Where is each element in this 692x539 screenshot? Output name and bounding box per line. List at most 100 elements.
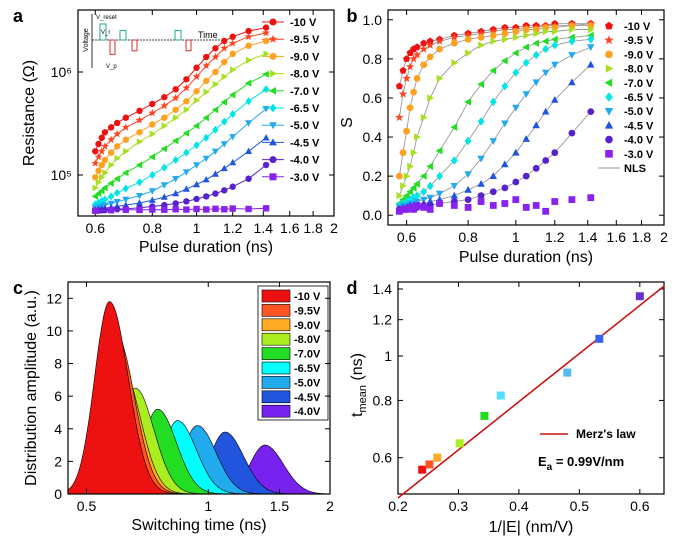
panel-a-data-point: [92, 207, 99, 214]
panel-a-data-point: [98, 161, 105, 169]
panel-b-data-point: [395, 172, 403, 180]
panel-a-data-point: [212, 68, 219, 76]
panel-a-data-point: [135, 116, 144, 124]
panel-a-data-point: [107, 124, 115, 131]
panel-c-x-tick-label: 0.5: [77, 498, 97, 514]
panel-b-data-point: [522, 58, 530, 67]
panel-b-data-point: [477, 33, 485, 41]
panel-a-data-point: [148, 188, 156, 195]
panel-a-data-point: [160, 193, 168, 200]
panel-b-legend-marker: [605, 135, 613, 144]
panel-a-data-point: [91, 159, 100, 167]
panel-a-data-point: [107, 207, 115, 214]
panel-b-data-point: [477, 198, 485, 205]
panel-b-data-point: [522, 172, 530, 180]
panel-a-inset-pulse-up: [174, 29, 182, 41]
panel-a-data-point: [193, 64, 200, 71]
panel-d-data-point: [496, 391, 505, 400]
panel-b-data-point: [413, 43, 421, 51]
panel-b-data-point: [501, 30, 509, 37]
panel-a-data-point: [136, 129, 143, 136]
panel-c-x-axis-label: Switching time (ns): [131, 517, 266, 534]
panel-b-legend-label: -4.0 V: [624, 135, 654, 147]
panel-d-y-tick-label: 0.8: [373, 392, 393, 408]
panel-a-data-point: [229, 50, 236, 58]
panel-a-plot-frame: [77, 9, 335, 217]
panel-b-data-point: [477, 80, 484, 88]
panel-b-data-point: [489, 188, 497, 196]
panel-a-data-point: [161, 93, 168, 101]
panel-b-x-tick-label: 1.8: [632, 229, 652, 245]
panel-b-legend-label: -7.0 V: [624, 78, 654, 90]
panel-c-y-tick-label: 0: [54, 486, 62, 502]
panel-a-series-line: [95, 137, 267, 211]
panel-d-x-tick-label: 0.4: [509, 498, 529, 514]
panel-b-data-point: [523, 31, 531, 40]
panel-a-data-point: [183, 76, 190, 83]
panel-a-data-point: [229, 134, 237, 141]
panel-b-data-point: [410, 205, 418, 213]
panel-d-annotation: Ea = 0.99V/nm: [538, 454, 624, 473]
panel-a-data-point: [221, 37, 228, 45]
panel-b-data-point: [420, 113, 428, 122]
panel-b-data-point: [413, 75, 421, 82]
panel-b-data-point: [398, 89, 408, 98]
panel-b-data-point: [450, 183, 458, 190]
panel-b-data-point: [427, 94, 435, 102]
panel-b-data-point: [501, 200, 509, 207]
panel-a-data-point: [220, 141, 228, 148]
panel-b-legend-label: -8.0 V: [624, 64, 654, 76]
panel-b-data-point: [489, 32, 497, 39]
panel-c-legend-swatch: [261, 318, 291, 332]
panel-a-data-point: [182, 83, 191, 92]
panel-a-data-point: [203, 53, 210, 61]
panel-a-data-point: [161, 206, 168, 213]
panel-a-data-point: [202, 155, 210, 163]
panel-a-legend-label: -4.0 V: [290, 155, 320, 167]
panel-a-data-point: [113, 199, 121, 206]
panel-b-data-point: [568, 196, 576, 203]
panel-b-data-point: [489, 138, 497, 145]
panel-b-legend-label: -6.5 V: [624, 92, 654, 104]
panel-a-data-point: [229, 33, 236, 40]
panel-b-y-tick-label: 0.6: [363, 90, 383, 106]
panel-a-legend-marker: [269, 52, 277, 60]
panel-a-data-point: [113, 206, 121, 213]
panel-a-data-point: [203, 206, 210, 213]
panel-a-legend-marker: [269, 173, 277, 181]
panel-a-data-point: [95, 167, 102, 174]
panel-a-data-point: [161, 122, 168, 130]
panel-b-data-point: [413, 202, 421, 209]
panel-a-legend-marker: [269, 138, 277, 146]
panel-b-data-point: [512, 148, 520, 156]
panel-c-y-tick-label: 8: [54, 356, 62, 372]
panel-b-data-point: [500, 57, 508, 65]
panel-a-inset-label-vp: V_p: [106, 64, 117, 70]
panel-b-data-point: [551, 61, 559, 69]
panel-c-y-tick-label: 4: [54, 421, 62, 437]
panel-b-data-point: [435, 147, 443, 155]
panel-b-data-point: [450, 156, 458, 165]
panel-b-data-point: [435, 36, 444, 45]
panel-a-data-point: [122, 206, 130, 213]
panel-b-data-point: [542, 107, 550, 115]
panel-a-y-tick-label: 10⁶: [51, 64, 72, 80]
panel-a-data-point: [262, 28, 270, 37]
panel-a-data-point: [149, 206, 156, 213]
panel-a-series-line: [95, 108, 267, 209]
panel-a-data-point: [172, 106, 179, 113]
panel-a-data-point: [212, 45, 219, 52]
panel-a-data-point: [182, 185, 190, 192]
panel-c-y-axis-label: Distribution amplitude (a.u.): [23, 290, 40, 486]
panel-b-legend-marker: [605, 50, 613, 59]
panel-a-data-point: [113, 175, 120, 183]
panel-a-data-point: [245, 97, 252, 106]
panel-a-inset: V_reset V_r V_p Time Voltage: [83, 14, 220, 70]
panel-a-data-point: [108, 161, 115, 169]
panel-a-data-point: [136, 107, 143, 115]
panel-b-y-tick-label: 0.8: [363, 51, 383, 67]
panel-d-y-tick-label: 1: [384, 348, 392, 364]
panel-b-data-point: [533, 29, 541, 38]
panel-b-data-point: [426, 53, 434, 61]
panel-b-legend-label: -9.5 V: [624, 35, 654, 47]
